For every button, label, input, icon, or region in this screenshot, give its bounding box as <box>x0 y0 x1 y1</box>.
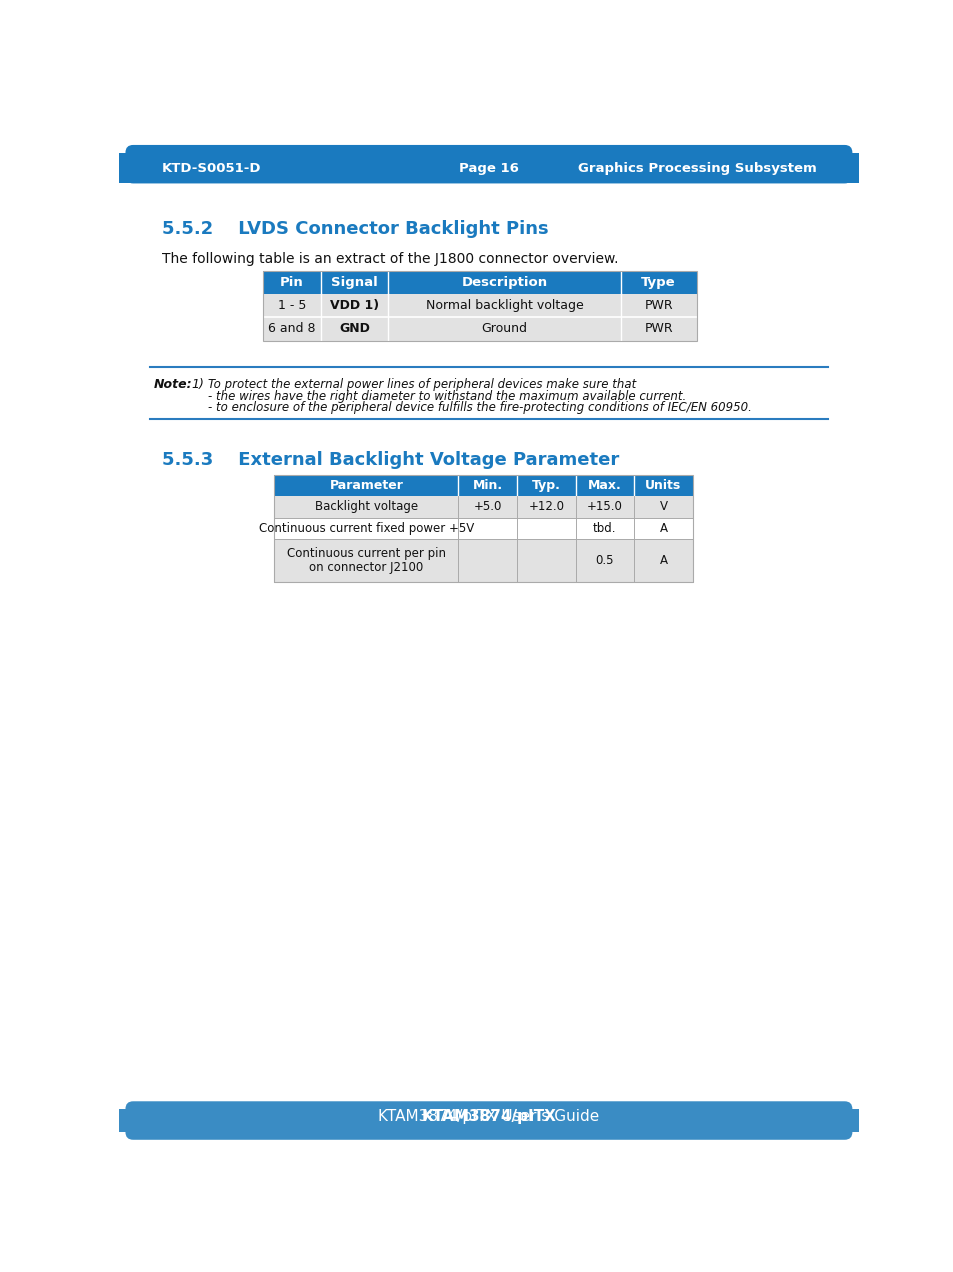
Text: Ground: Ground <box>481 323 527 336</box>
Text: Units: Units <box>644 478 680 492</box>
Text: Min.: Min. <box>472 478 502 492</box>
Bar <box>119 1109 858 1132</box>
Text: Normal backlight voltage: Normal backlight voltage <box>425 299 583 313</box>
Text: 5.5.3    External Backlight Voltage Parameter: 5.5.3 External Backlight Voltage Paramet… <box>162 452 618 469</box>
Text: GND: GND <box>339 323 370 336</box>
Text: 0.5: 0.5 <box>595 555 614 567</box>
Text: - to enclosure of the peripheral device fulfills the fire-protecting conditions : - to enclosure of the peripheral device … <box>208 402 752 415</box>
Text: The following table is an extract of the J1800 connector overview.: The following table is an extract of the… <box>162 252 618 266</box>
Text: +5.0: +5.0 <box>473 500 501 514</box>
Text: on connector J2100: on connector J2100 <box>309 561 423 574</box>
Text: 1 - 5: 1 - 5 <box>277 299 306 313</box>
Bar <box>274 474 692 583</box>
Bar <box>262 318 696 341</box>
Bar <box>274 474 692 496</box>
Text: KTD-S0051-D: KTD-S0051-D <box>162 162 261 174</box>
Text: A: A <box>659 555 667 567</box>
Text: 1): 1) <box>192 378 204 392</box>
Bar <box>274 496 692 518</box>
Text: Type: Type <box>640 276 676 289</box>
Text: To protect the external power lines of peripheral devices make sure that: To protect the external power lines of p… <box>208 378 636 392</box>
Bar <box>274 539 692 583</box>
Bar <box>119 153 858 176</box>
Text: Backlight voltage: Backlight voltage <box>314 500 417 514</box>
Text: Page 16: Page 16 <box>458 162 518 174</box>
Bar <box>262 294 696 318</box>
Bar <box>119 176 858 183</box>
Text: PWR: PWR <box>643 323 672 336</box>
Text: V: V <box>659 500 667 514</box>
Text: Continuous current fixed power +5V: Continuous current fixed power +5V <box>258 522 474 536</box>
Text: KTAM3874/pITX User’s Guide: KTAM3874/pITX User’s Guide <box>378 1109 598 1124</box>
Text: - the wires have the right diameter to withstand the maximum available current.: - the wires have the right diameter to w… <box>208 389 686 403</box>
Text: Parameter: Parameter <box>329 478 403 492</box>
FancyBboxPatch shape <box>125 145 852 183</box>
Text: Description: Description <box>461 276 547 289</box>
Text: +15.0: +15.0 <box>586 500 622 514</box>
Text: KTAM3874/pITX: KTAM3874/pITX <box>421 1109 556 1124</box>
Text: A: A <box>659 522 667 536</box>
Text: Max.: Max. <box>587 478 621 492</box>
Text: Note:: Note: <box>154 378 193 392</box>
Text: Typ.: Typ. <box>531 478 560 492</box>
Text: 5.5.2    LVDS Connector Backlight Pins: 5.5.2 LVDS Connector Backlight Pins <box>162 220 548 238</box>
Text: 6 and 8: 6 and 8 <box>268 323 315 336</box>
Bar <box>262 271 696 341</box>
Bar <box>274 518 692 539</box>
Text: PWR: PWR <box>643 299 672 313</box>
Text: Continuous current per pin: Continuous current per pin <box>287 547 445 560</box>
Text: +12.0: +12.0 <box>528 500 563 514</box>
Bar <box>262 271 696 294</box>
Text: Graphics Processing Subsystem: Graphics Processing Subsystem <box>578 162 816 174</box>
Text: tbd.: tbd. <box>593 522 616 536</box>
Text: Signal: Signal <box>331 276 377 289</box>
Text: Pin: Pin <box>280 276 303 289</box>
Text: VDD 1): VDD 1) <box>330 299 379 313</box>
FancyBboxPatch shape <box>125 1102 852 1140</box>
